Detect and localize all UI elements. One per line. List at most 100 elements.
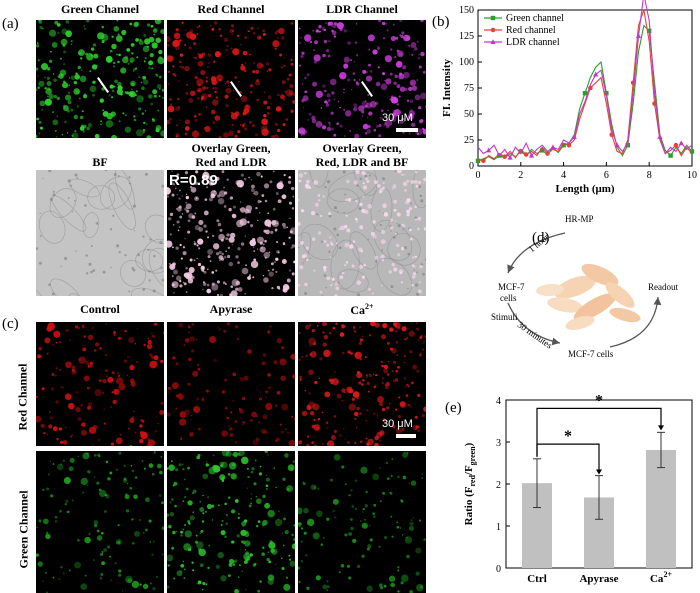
- y-tick-label: 150: [459, 5, 474, 16]
- significance-arrowhead: [658, 425, 664, 431]
- y-tick-label: 1: [496, 522, 501, 533]
- x-category-label: Ctrl: [527, 573, 547, 585]
- data-point: [668, 153, 673, 158]
- legend-marker: [490, 27, 496, 33]
- bar-chart-plot: 0 1 2 3 4 Ctrl Apyrase Ca2+ * *: [496, 392, 693, 585]
- green-channel-label: Green Channel: [60, 2, 140, 16]
- overlay-dots: [167, 170, 295, 296]
- legend-entry: LDR channel: [506, 37, 560, 48]
- bf-label: BF: [92, 155, 108, 169]
- data-point: [507, 154, 513, 160]
- y-tick-label: 100: [459, 57, 474, 68]
- y-tick-label: 3: [496, 438, 501, 449]
- calcium-label: Ca2+: [350, 302, 374, 317]
- data-point: [635, 33, 642, 38]
- data-point: [582, 91, 588, 96]
- arrow-readout: [609, 296, 662, 348]
- mcf7-top-label-line1: MCF-7: [498, 282, 525, 292]
- x-tick-label: 6: [604, 170, 609, 181]
- overlay1-label-line1: Overlay Green,: [191, 141, 271, 155]
- y-tick-label: 25: [464, 135, 474, 146]
- data-point: [523, 152, 529, 157]
- legend-entry: Green channel: [506, 13, 564, 24]
- arrow-stimulation: [507, 302, 561, 346]
- data-point: [502, 154, 508, 159]
- data-point: [657, 134, 663, 139]
- arrow-incubation: [507, 232, 566, 274]
- y-tick-label: 4: [496, 396, 501, 407]
- series-line-red-channel: [477, 9, 693, 162]
- overlay-bf-texture: [298, 170, 426, 296]
- ldr-dots: [298, 20, 426, 138]
- correlation-coefficient: R=0.89: [169, 172, 218, 189]
- scale-label: 30 μM: [382, 418, 413, 430]
- micrograph-ldr-channel: 30 μM: [298, 20, 426, 138]
- x-tick-label: 8: [647, 170, 652, 181]
- data-point: [593, 71, 599, 77]
- green-dots: [36, 20, 164, 138]
- series-line-ldr-channel: [477, 0, 693, 159]
- overlay2-label-line1: Overlay Green,: [322, 141, 402, 155]
- scale-bar: [396, 128, 418, 132]
- x-tick-label: 4: [561, 170, 566, 181]
- calcium-red-dots: [298, 322, 426, 446]
- micrograph-brightfield: [36, 170, 164, 296]
- y-tick-label: 2: [496, 480, 501, 491]
- x-tick-label: 10: [687, 170, 697, 181]
- panel-letter-a: (a): [2, 16, 19, 32]
- panel-letter-c: (c): [2, 316, 19, 332]
- micrograph-green-channel: [36, 20, 164, 138]
- micrograph-apyrase-green: [167, 451, 295, 593]
- control-label: Control: [80, 302, 120, 316]
- data-point: [625, 143, 630, 148]
- legend-marker: [490, 39, 496, 44]
- calcium-green-dots: [298, 451, 426, 593]
- row-label-green-channel: Green Channel: [16, 490, 31, 569]
- apyrase-green-dots: [167, 451, 295, 593]
- x-axis-label: Length (μm): [555, 183, 614, 195]
- legend-entry: Red channel: [506, 25, 556, 36]
- scale-label: 30 μM: [382, 112, 413, 124]
- micrograph-control-red: [36, 322, 164, 446]
- data-point: [678, 140, 684, 146]
- control-red-dots: [36, 322, 164, 446]
- micrograph-calcium-red: 30 μM: [298, 322, 426, 446]
- panel-letter-b: (b): [432, 14, 450, 30]
- stimuli-label: Stimuli: [491, 312, 518, 322]
- micrograph-overlay-all-bf: [298, 170, 426, 296]
- apyrase-red-dots: [167, 322, 295, 446]
- significance-bracket: [536, 407, 662, 457]
- red-dots: [167, 20, 295, 138]
- y-axis-label: Ratio (Fred/Fgreen): [463, 442, 477, 525]
- legend-marker: [490, 15, 496, 21]
- panel-letter-e: (e): [445, 400, 462, 416]
- y-tick-label: 0: [496, 564, 501, 575]
- data-point: [571, 134, 577, 139]
- mcf7-top-label-line2: cells: [500, 293, 517, 303]
- x-category-label: Ca2+: [650, 570, 672, 585]
- significance-star: *: [595, 392, 603, 409]
- x-tick-label: 2: [518, 170, 523, 181]
- ldr-channel-label: LDR Channel: [326, 2, 398, 16]
- data-point: [475, 158, 481, 163]
- hrmp-label: HR-MP: [565, 214, 594, 224]
- data-point: [561, 143, 566, 148]
- scale-bar: [396, 434, 416, 438]
- micrograph-calcium-green: [298, 451, 426, 593]
- data-point: [481, 158, 486, 164]
- control-green-dots: [36, 451, 164, 593]
- micrograph-apyrase-red: [167, 322, 295, 446]
- data-point: [647, 28, 652, 33]
- workflow-diagram: [507, 232, 662, 348]
- significance-star: *: [564, 428, 572, 445]
- red-channel-label: Red Channel: [197, 2, 265, 16]
- data-point: [540, 148, 545, 153]
- x-tick-label: 0: [476, 170, 481, 181]
- row-label-red-channel: Red Channel: [15, 363, 30, 431]
- micrograph-control-green: [36, 451, 164, 593]
- data-point: [550, 144, 556, 150]
- data-point: [614, 142, 620, 148]
- data-point: [689, 149, 695, 154]
